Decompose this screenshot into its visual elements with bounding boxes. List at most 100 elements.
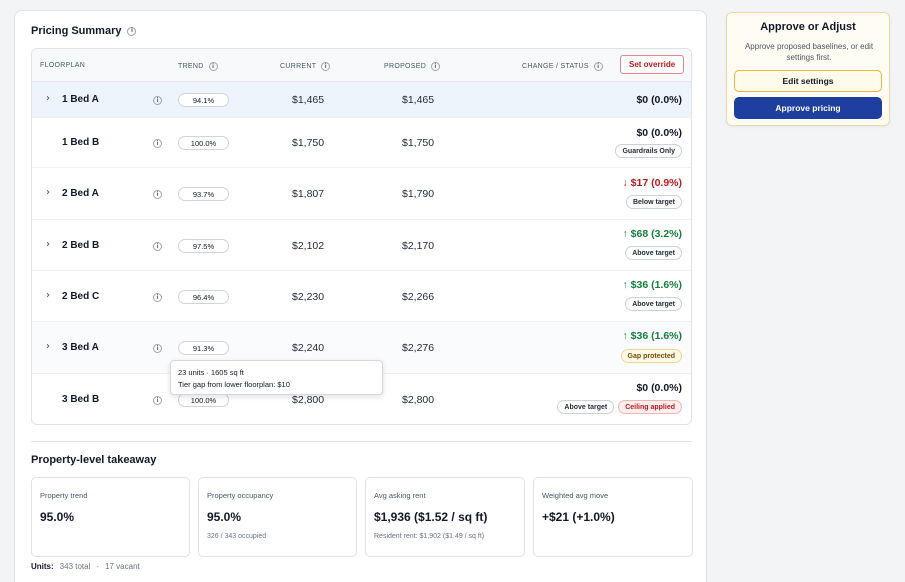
change-value: ↑ $68 (3.2%) (622, 228, 682, 240)
info-icon[interactable]: i (153, 96, 162, 105)
trend-pill: 93.7% (178, 187, 229, 201)
kpi-value: +$21 (+1.0%) (542, 510, 615, 524)
status-badge: Gap protected (620, 349, 682, 363)
section-divider (31, 441, 692, 442)
info-icon[interactable]: i (208, 62, 218, 71)
status-badge: Above target (557, 400, 615, 414)
info-icon[interactable]: i (153, 190, 162, 199)
current-rent: $1,465 (292, 94, 325, 106)
table-row[interactable]: › 2 Bed C i 96.4% $2,230 $2,266 ↑ $36 (1… (32, 271, 691, 322)
kpi-weighted-avg-move: Weighted avg move +$21 (+1.0%) (533, 477, 693, 557)
proposed-rent: $1,465 (402, 94, 435, 106)
trend-pill: 91.3% (178, 341, 229, 355)
kpi-sub: 326 / 343 occupied (207, 533, 267, 540)
table-row[interactable]: › 2 Bed A i 93.7% $1,807 $1,790 ↓ $17 (0… (32, 168, 691, 220)
col-trend: TREND i (178, 62, 218, 71)
trend-pill: 96.4% (178, 290, 229, 304)
change-value: $0 (0.0%) (636, 382, 682, 394)
status-badge: Above target (625, 246, 682, 260)
change-value: $0 (0.0%) (636, 127, 682, 139)
status-badge: Above target (625, 297, 682, 311)
approve-pricing-button[interactable]: Approve pricing (734, 97, 882, 119)
kpi-sub: Resident rent: $1,902 ($1.49 / sq ft) (374, 533, 485, 540)
change-value: ↑ $36 (1.6%) (622, 279, 682, 291)
set-override-button[interactable]: Set override (620, 55, 685, 74)
col-change-status: CHANGE / STATUS i (522, 62, 603, 71)
units-label: Units: (31, 562, 54, 571)
kpi-value: 95.0% (207, 510, 242, 524)
floorplan-name: 2 Bed A (62, 188, 99, 199)
proposed-rent: $2,800 (402, 394, 435, 406)
pricing-summary-title: Pricing Summary i (31, 25, 137, 37)
info-icon[interactable]: i (153, 344, 162, 353)
chevron-right-icon[interactable]: › (46, 93, 50, 104)
proposed-rent: $2,170 (402, 240, 435, 252)
info-icon[interactable]: i (593, 62, 603, 71)
info-icon[interactable]: i (431, 62, 441, 71)
trend-pill: 100.0% (178, 393, 229, 407)
approve-card: Approve or Adjust Approve proposed basel… (726, 12, 890, 126)
change-value: ↓ $17 (0.9%) (622, 177, 682, 189)
status-badge: Below target (625, 195, 682, 209)
kpi-label: Property trend (40, 491, 88, 500)
trend-pill: 97.5% (178, 239, 229, 253)
current-rent: $2,800 (292, 394, 325, 406)
kpi-avg-asking-rent: Avg asking rent $1,936 ($1.52 / sq ft) R… (365, 477, 525, 557)
table-header: FLOORPLAN TREND i CURRENT i PROPOSED i CHAN… (32, 49, 691, 82)
col-current: CURRENT i (280, 62, 331, 71)
tooltip-line: 23 units · 1605 sq ft (178, 368, 244, 377)
table-row[interactable]: › 1 Bed A i 94.1% $1,465 $1,465 $0 (0.0%… (32, 82, 691, 118)
units-separator: · (96, 562, 100, 571)
chevron-right-icon[interactable]: › (46, 290, 50, 301)
col-proposed: PROPOSED i (384, 62, 441, 71)
col-floorplan: FLOORPLAN (40, 62, 86, 69)
floorplan-name: 3 Bed B (62, 394, 100, 405)
change-value: ↑ $36 (1.6%) (622, 330, 682, 342)
info-icon[interactable]: i (127, 26, 137, 36)
floorplan-name: 1 Bed A (62, 94, 99, 105)
table-row: 1 Bed B i 100.0% $1,750 $1,750 $0 (0.0%)… (32, 118, 691, 168)
chevron-right-icon[interactable]: › (46, 239, 50, 250)
table-row[interactable]: › 2 Bed B i 97.5% $2,102 $2,170 ↑ $68 (3… (32, 220, 691, 271)
pricing-table: FLOORPLAN TREND i CURRENT i PROPOSED i CHAN… (31, 48, 692, 425)
trend-pill: 94.1% (178, 93, 229, 107)
info-icon[interactable]: i (321, 62, 331, 71)
floorplan-name: 2 Bed B (62, 240, 100, 251)
current-rent: $2,230 (292, 291, 325, 303)
units-total: 343 total (59, 562, 91, 571)
floorplan-tooltip: 23 units · 1605 sq ft Tier gap from lowe… (170, 360, 383, 395)
pricing-summary-heading: Pricing Summary (31, 25, 122, 37)
status-badge: Ceiling applied (618, 400, 682, 414)
floorplan-name: 1 Bed B (62, 137, 100, 148)
info-icon[interactable]: i (153, 396, 162, 405)
takeaway-heading: Property-level takeaway (31, 454, 157, 466)
table-row: 3 Bed B i 100.0% $2,800 $2,800 $0 (0.0%)… (32, 374, 691, 425)
chevron-right-icon[interactable]: › (46, 187, 50, 198)
current-rent: $1,807 (292, 188, 325, 200)
current-rent: $2,102 (292, 240, 325, 252)
info-icon[interactable]: i (153, 242, 162, 251)
info-icon[interactable]: i (153, 139, 162, 148)
kpi-value: 95.0% (40, 510, 75, 524)
proposed-rent: $1,750 (402, 137, 435, 149)
proposed-rent: $1,790 (402, 188, 435, 200)
floorplan-name: 3 Bed A (62, 342, 99, 353)
kpi-property-trend: Property trend 95.0% (31, 477, 190, 557)
edit-settings-button[interactable]: Edit settings (734, 70, 882, 92)
units-vacant: 17 vacant (105, 562, 140, 571)
kpi-label: Property occupancy (207, 491, 274, 500)
chevron-right-icon[interactable]: › (46, 341, 50, 352)
proposed-rent: $2,266 (402, 291, 435, 303)
current-rent: $1,750 (292, 137, 325, 149)
kpi-value: $1,936 ($1.52 / sq ft) (374, 510, 488, 524)
proposed-rent: $2,276 (402, 342, 435, 354)
floorplan-name: 2 Bed C (62, 291, 100, 302)
trend-pill: 100.0% (178, 136, 229, 150)
tooltip-line: Tier gap from lower floorplan: $10 (178, 380, 290, 389)
status-badge: Guardrails Only (615, 144, 682, 158)
info-icon[interactable]: i (153, 293, 162, 302)
kpi-label: Weighted avg move (542, 491, 609, 500)
approve-description: Approve proposed baselines, or edit sett… (744, 42, 874, 62)
kpi-property-occupancy: Property occupancy 95.0% 326 / 343 occup… (198, 477, 357, 557)
pricing-card: Pricing Summary i FLOORPLAN TREND i CURRE… (14, 10, 707, 582)
